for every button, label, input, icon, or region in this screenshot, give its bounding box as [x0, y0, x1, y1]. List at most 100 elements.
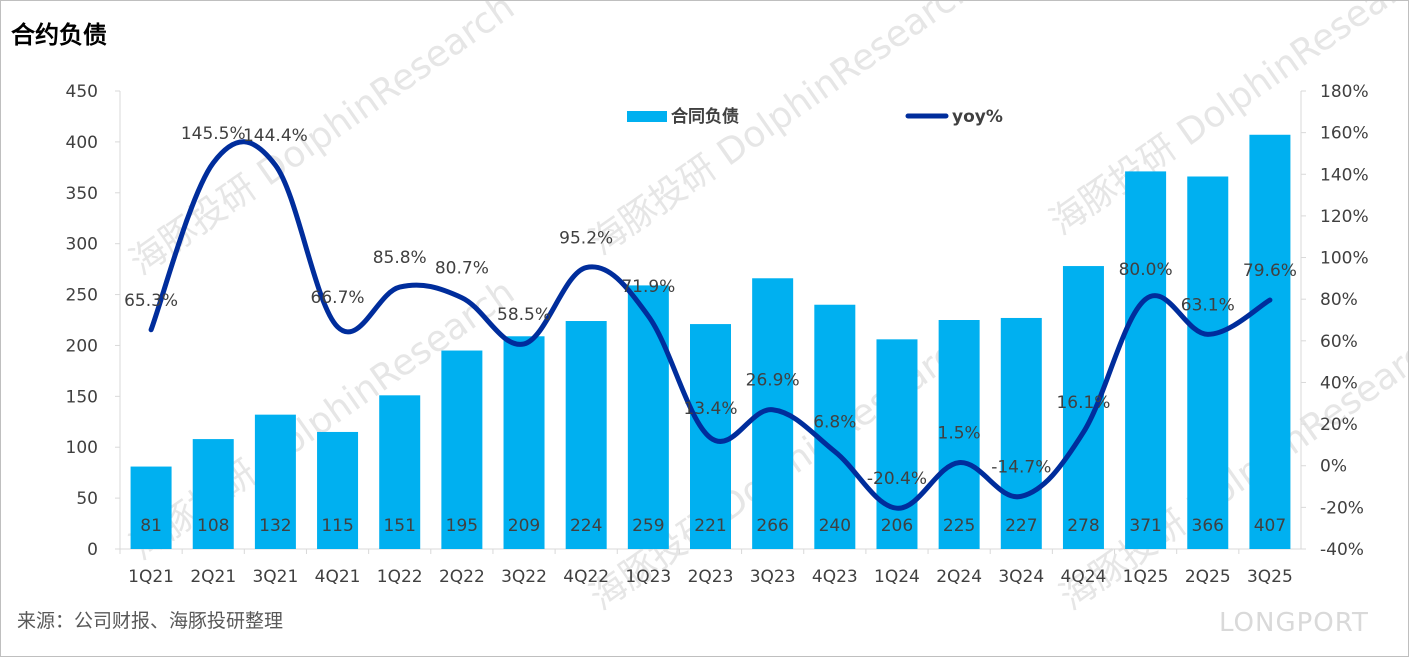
- bar-1Q21: [130, 466, 172, 549]
- y-right-tick-label: -40%: [1320, 540, 1364, 560]
- bar-2Q25: [1187, 176, 1229, 549]
- x-tick-label: 2Q25: [1185, 567, 1231, 587]
- yoy-value-label: 58.5%: [497, 305, 551, 325]
- bar-4Q21: [317, 431, 359, 549]
- y-left-tick-label: 50: [76, 489, 98, 509]
- y-left-tick-label: 200: [66, 336, 98, 356]
- y-right-tick-label: 20%: [1320, 415, 1358, 435]
- x-tick-label: 3Q22: [501, 567, 547, 587]
- yoy-value-label: -14.7%: [991, 457, 1051, 477]
- bar-value-label: 206: [881, 516, 913, 536]
- yoy-value-label: 16.1%: [1056, 393, 1110, 413]
- x-tick-label: 1Q21: [128, 567, 174, 587]
- bar-2Q22: [441, 350, 483, 549]
- bar-value-label: 259: [632, 516, 664, 536]
- bar-value-label: 266: [756, 516, 788, 536]
- y-right-tick-label: 140%: [1320, 165, 1369, 185]
- brand-logo: LONGPORT: [1219, 608, 1369, 638]
- y-left-tick-label: 150: [66, 387, 98, 407]
- y-right-tick-label: 100%: [1320, 249, 1369, 269]
- y-left-tick-label: 400: [66, 133, 98, 153]
- bar-4Q23: [814, 304, 856, 549]
- x-tick-label: 4Q22: [563, 567, 609, 587]
- bar-3Q21: [254, 414, 296, 549]
- legend-bar-label: 合同负债: [671, 106, 739, 127]
- y-right-tick-label: 120%: [1320, 207, 1369, 227]
- yoy-value-label: 1.5%: [938, 424, 981, 444]
- bar-3Q22: [503, 336, 545, 549]
- bar-1Q25: [1125, 171, 1167, 549]
- yoy-value-label: 65.3%: [124, 291, 178, 311]
- chart-axes: 0 50 100 150 200 250 300 350 400 450 -40% -20% 0% 20%…: [66, 82, 1369, 587]
- bar-2Q21: [192, 439, 234, 549]
- y-left-tick-label: 100: [66, 438, 98, 458]
- x-tick-label: 4Q24: [1061, 567, 1107, 587]
- legend-bar-swatch: [627, 111, 667, 122]
- yoy-value-label: 144.4%: [243, 126, 308, 146]
- x-tick-label: 1Q24: [874, 567, 920, 587]
- legend: 合同负债 yoy%: [627, 106, 1003, 127]
- bar-value-label: 151: [383, 516, 415, 536]
- bar-value-label: 209: [508, 516, 540, 536]
- yoy-value-label: 80.7%: [435, 259, 489, 279]
- yoy-value-label: 66.7%: [311, 288, 365, 308]
- x-tick-label: 3Q24: [998, 567, 1044, 587]
- yoy-value-label: 95.2%: [559, 229, 613, 249]
- y-right-tick-label: 60%: [1320, 332, 1358, 352]
- page-title: 合约负债: [11, 21, 107, 49]
- yoy-value-label: 80.0%: [1119, 260, 1173, 280]
- bar-1Q22: [379, 395, 421, 549]
- x-tick-label: 2Q23: [688, 567, 734, 587]
- bar-value-label: 115: [321, 516, 353, 536]
- bar-3Q25: [1249, 134, 1291, 549]
- source-note: 来源：公司财报、海豚投研整理: [17, 610, 284, 632]
- bar-value-label: 81: [140, 516, 162, 536]
- yoy-value-label: 63.1%: [1181, 295, 1235, 315]
- y-left-tick-label: 0: [87, 540, 98, 560]
- y-right-tick-label: 180%: [1320, 82, 1369, 102]
- yoy-value-label: 79.6%: [1243, 261, 1297, 281]
- y-right-tick-label: 160%: [1320, 124, 1369, 144]
- x-tick-label: 4Q21: [315, 567, 361, 587]
- bar-3Q24: [1000, 317, 1042, 549]
- yoy-value-label: 71.9%: [621, 277, 675, 297]
- line-series: [148, 139, 1273, 511]
- y-left-tick-label: 450: [66, 82, 98, 102]
- x-tick-label: 2Q24: [936, 567, 982, 587]
- bar-1Q24: [876, 339, 918, 549]
- y-left-tick-label: 350: [66, 184, 98, 204]
- data-labels: 81 108 132 115 151 195 209 224 259 221 266 240 206 22…: [124, 124, 1297, 536]
- bar-1Q23: [627, 285, 669, 549]
- x-tick-label: 3Q25: [1247, 567, 1293, 587]
- x-tick-label: 3Q21: [252, 567, 298, 587]
- watermark-text: 海豚投研 DolphinResearch: [583, 1, 982, 263]
- y-left-tick-label: 300: [66, 235, 98, 255]
- bar-value-label: 195: [446, 516, 478, 536]
- x-tick-label: 1Q23: [625, 567, 671, 587]
- bar-value-label: 225: [943, 516, 975, 536]
- bar-value-label: 366: [1192, 516, 1224, 536]
- yoy-value-label: 145.5%: [181, 124, 246, 144]
- y-right-tick-label: 0%: [1320, 457, 1347, 477]
- yoy-line: [148, 139, 1273, 511]
- bar-4Q22: [565, 321, 607, 549]
- yoy-value-label: 26.9%: [746, 371, 800, 391]
- bar-value-label: 224: [570, 516, 602, 536]
- x-tick-label: 4Q23: [812, 567, 858, 587]
- x-tick-label: 3Q23: [750, 567, 796, 587]
- bar-value-label: 227: [1005, 516, 1037, 536]
- bar-value-label: 407: [1254, 516, 1286, 536]
- bar-value-label: 221: [694, 516, 726, 536]
- bar-2Q24: [938, 320, 980, 549]
- bar-value-label: 240: [819, 516, 851, 536]
- legend-line-label: yoy%: [952, 107, 1003, 127]
- y-right-tick-label: 40%: [1320, 373, 1358, 393]
- x-tick-label: 2Q22: [439, 567, 485, 587]
- bar-value-label: 371: [1129, 516, 1161, 536]
- y-right-tick-label: 80%: [1320, 290, 1358, 310]
- y-left-tick-label: 250: [66, 286, 98, 306]
- y-right-tick-label: -20%: [1320, 498, 1364, 518]
- yoy-value-label: 85.8%: [373, 248, 427, 268]
